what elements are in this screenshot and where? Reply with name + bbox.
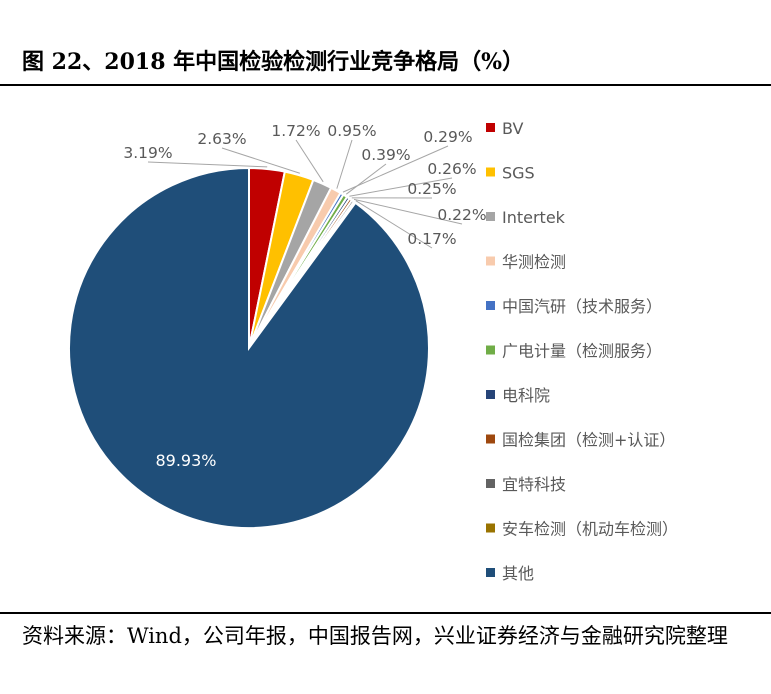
leader-line-9 bbox=[353, 198, 463, 225]
leader-line-3 bbox=[295, 139, 324, 183]
data-label-3: 1.72% bbox=[271, 122, 320, 140]
data-label-2: 2.63% bbox=[197, 130, 246, 148]
pie-slice-11 bbox=[68, 166, 430, 529]
legend-swatch-11 bbox=[486, 568, 495, 577]
legend-label-8: 国检集团（检测+认证） bbox=[502, 431, 675, 450]
legend-swatch-3 bbox=[486, 212, 495, 221]
data-label-9: 0.22% bbox=[437, 206, 486, 224]
leader-line-2 bbox=[221, 147, 300, 174]
data-label-11: 89.93% bbox=[155, 451, 216, 470]
legend-label-10: 安车检测（机动车检测） bbox=[502, 520, 678, 539]
figure-title: 图 22、2018 年中国检验检测行业竞争格局（%） bbox=[22, 49, 525, 75]
legend-label-5: 中国汽研（技术服务） bbox=[502, 297, 662, 316]
legend-label-1: BV bbox=[502, 119, 523, 138]
data-label-1: 3.19% bbox=[123, 144, 172, 162]
legend-label-6: 广电计量（检测服务） bbox=[502, 342, 662, 361]
leader-line-6 bbox=[345, 163, 387, 195]
pie-slices bbox=[68, 166, 430, 529]
legend-swatch-10 bbox=[486, 523, 495, 533]
legend-swatch-2 bbox=[486, 167, 495, 177]
top-rule bbox=[0, 84, 771, 86]
legend-label-3: Intertek bbox=[502, 208, 566, 227]
legend-swatch-8 bbox=[486, 434, 495, 444]
legend-swatch-6 bbox=[486, 345, 495, 355]
legend-label-2: SGS bbox=[502, 164, 535, 183]
data-label-10: 0.17% bbox=[407, 230, 456, 248]
data-label-6: 0.39% bbox=[361, 146, 410, 164]
data-labels: 3.19% 2.63% 1.72% 0.95% 0.29% 0.39% 0.26% 0.25%… bbox=[123, 122, 486, 470]
leader-line-10 bbox=[355, 200, 433, 249]
legend-swatch-9 bbox=[486, 479, 495, 488]
data-label-7: 0.26% bbox=[427, 160, 476, 178]
leader-line-7 bbox=[349, 177, 453, 197]
bottom-rule bbox=[0, 612, 771, 614]
legend-swatch-5 bbox=[486, 301, 495, 310]
legend-label-4: 华测检测 bbox=[502, 253, 566, 272]
legend-swatch-4 bbox=[486, 256, 495, 266]
leader-line-5 bbox=[342, 145, 449, 193]
source-note: 资料来源：Wind，公司年报，中国报告网，兴业证券经济与金融研究院整理 bbox=[22, 624, 728, 648]
leader-line-1 bbox=[147, 161, 268, 168]
leader-line-4 bbox=[336, 139, 353, 189]
legend-label-11: 其他 bbox=[502, 564, 534, 583]
leader-lines bbox=[147, 139, 463, 249]
data-label-4: 0.95% bbox=[327, 122, 376, 140]
data-label-8: 0.25% bbox=[407, 180, 456, 198]
legend-swatch-1 bbox=[486, 123, 495, 132]
legend-label-9: 宜特科技 bbox=[502, 475, 566, 494]
legend-swatch-7 bbox=[486, 390, 495, 399]
data-label-5: 0.29% bbox=[423, 128, 472, 146]
legend-label-7: 电科院 bbox=[502, 386, 550, 405]
